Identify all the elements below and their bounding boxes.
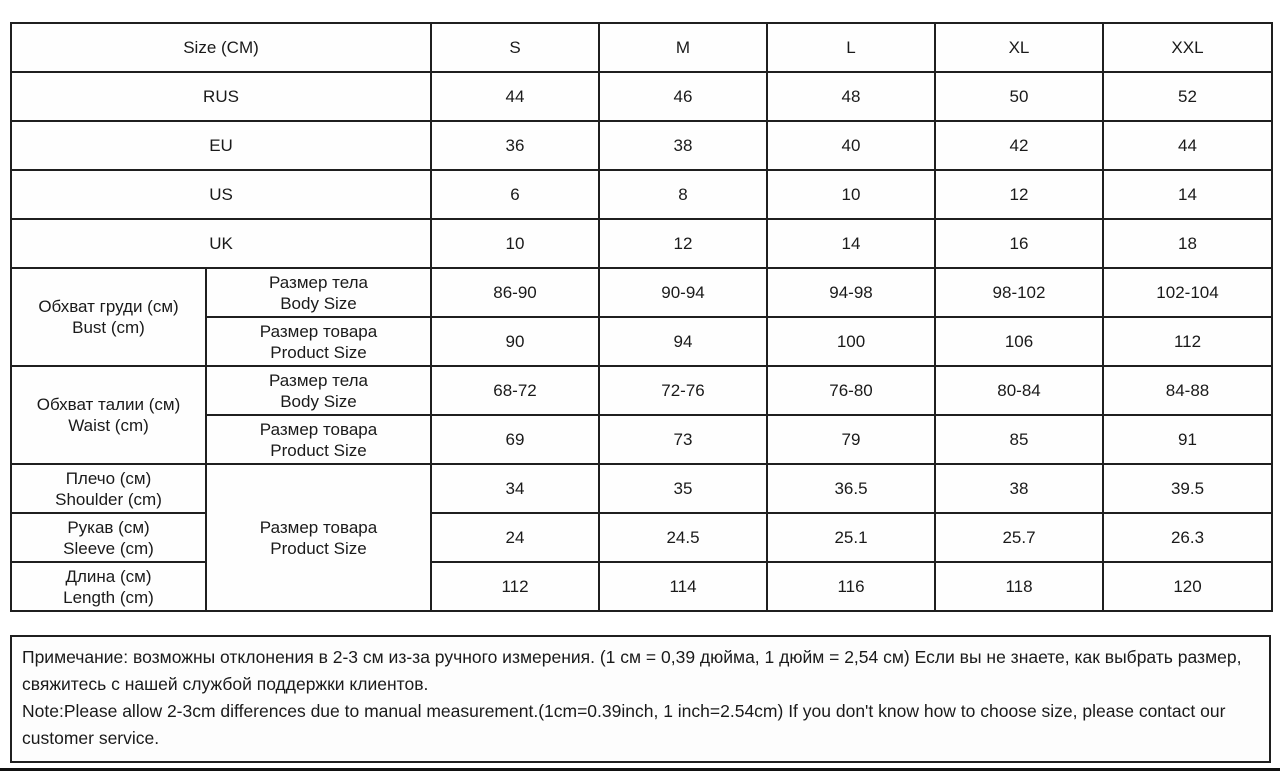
table-cell: 25.1: [766, 512, 936, 563]
table-cell: 10: [766, 169, 936, 220]
table-cell: 35: [598, 463, 768, 514]
table-cell: 80-84: [934, 365, 1104, 416]
table-cell: 42: [934, 120, 1104, 171]
header-size-s: S: [430, 22, 600, 73]
table-cell: 12: [934, 169, 1104, 220]
table-cell: 38: [598, 120, 768, 171]
table-cell: 120: [1102, 561, 1273, 612]
table-row-us: US 6 8 10 12 14: [10, 169, 1273, 220]
table-cell: 24.5: [598, 512, 768, 563]
note-text-russian: Примечание: возможны отклонения в 2-3 см…: [22, 647, 1242, 694]
table-row-bust-product: Размер товара Product Size 90 94 100 106…: [11, 316, 1273, 367]
row-label-sleeve: Рукав (см) Sleeve (cm): [10, 512, 207, 563]
table-cell: 18: [1102, 218, 1273, 269]
row-label-length: Длина (см) Length (cm): [10, 561, 207, 612]
table-cell: 94-98: [766, 267, 936, 318]
table-cell: 52: [1102, 71, 1273, 122]
row-label-eu: EU: [10, 120, 432, 171]
row-label-waist: Обхват талии (см) Waist (cm): [10, 365, 207, 465]
table-cell: 40: [766, 120, 936, 171]
row-label-us: US: [10, 169, 432, 220]
table-cell: 24: [430, 512, 600, 563]
sub-label-body-size: Размер тела Body Size: [205, 365, 432, 416]
table-cell: 79: [766, 414, 936, 465]
table-row-rus: RUS 44 46 48 50 52: [10, 71, 1273, 122]
header-size-l: L: [766, 22, 936, 73]
table-cell: 38: [934, 463, 1104, 514]
table-row-length: Длина (см) Length (cm) 112 114 116 118 1…: [10, 561, 1273, 612]
table-cell: 90: [430, 316, 600, 367]
table-cell: 91: [1102, 414, 1273, 465]
table-cell: 12: [598, 218, 768, 269]
table-row-header: Size (CM) S M L XL XXL: [10, 22, 1273, 73]
table-cell: 102-104: [1102, 267, 1273, 318]
table-cell: 36: [430, 120, 600, 171]
table-cell: 14: [766, 218, 936, 269]
table-cell: 72-76: [598, 365, 768, 416]
header-size-xxl: XXL: [1102, 22, 1273, 73]
header-size-m: M: [598, 22, 768, 73]
table-cell: 112: [430, 561, 600, 612]
table-cell: 90-94: [598, 267, 768, 318]
sub-label-body-size: Размер тела Body Size: [205, 267, 432, 318]
table-cell: 16: [934, 218, 1104, 269]
row-label-uk: UK: [10, 218, 432, 269]
table-row-waist-product: Размер товара Product Size 69 73 79 85 9…: [11, 414, 1273, 465]
row-label-bust: Обхват груди (см) Bust (cm): [10, 267, 207, 367]
table-cell: 44: [430, 71, 600, 122]
table-cell: 84-88: [1102, 365, 1273, 416]
table-cell: 68-72: [430, 365, 600, 416]
table-cell: 86-90: [430, 267, 600, 318]
table-cell: 50: [934, 71, 1104, 122]
table-cell: 116: [766, 561, 936, 612]
table-cell: 8: [598, 169, 768, 220]
sub-label-product-size-merged: Размер товара Product Size: [205, 463, 432, 612]
table-cell: 100: [766, 316, 936, 367]
note-text-english: Note:Please allow 2-3cm differences due …: [22, 701, 1226, 748]
row-label-rus: RUS: [10, 71, 432, 122]
table-cell: 112: [1102, 316, 1273, 367]
table-cell: 36.5: [766, 463, 936, 514]
bottom-divider: [0, 768, 1280, 771]
note-box: Примечание: возможны отклонения в 2-3 см…: [10, 635, 1271, 763]
table-cell: 26.3: [1102, 512, 1273, 563]
table-cell: 69: [430, 414, 600, 465]
table-cell: 14: [1102, 169, 1273, 220]
header-size-xl: XL: [934, 22, 1104, 73]
table-cell: 25.7: [934, 512, 1104, 563]
table-row-bust-body: Обхват груди (см) Bust (cm) Размер тела …: [10, 267, 1273, 367]
table-row-sleeve: Рукав (см) Sleeve (cm) 24 24.5 25.1 25.7…: [10, 512, 1273, 563]
table-cell: 73: [598, 414, 768, 465]
sub-label-product-size: Размер товара Product Size: [205, 414, 432, 465]
table-cell: 106: [934, 316, 1104, 367]
table-cell: 48: [766, 71, 936, 122]
table-cell: 98-102: [934, 267, 1104, 318]
table-cell: 85: [934, 414, 1104, 465]
table-cell: 46: [598, 71, 768, 122]
table-cell: 10: [430, 218, 600, 269]
table-row-shoulder: Плечо (см) Shoulder (cm) Размер товара P…: [10, 463, 1273, 612]
table-row-eu: EU 36 38 40 42 44: [10, 120, 1273, 171]
row-label-shoulder: Плечо (см) Shoulder (cm): [10, 463, 207, 514]
table-cell: 6: [430, 169, 600, 220]
table-cell: 34: [430, 463, 600, 514]
table-cell: 114: [598, 561, 768, 612]
table-cell: 76-80: [766, 365, 936, 416]
table-cell: 118: [934, 561, 1104, 612]
size-chart-table: Size (CM) S M L XL XXL RUS 44 46 48 50 5…: [10, 22, 1273, 612]
table-cell: 39.5: [1102, 463, 1273, 514]
table-row-waist-body: Обхват талии (см) Waist (cm) Размер тела…: [10, 365, 1273, 465]
table-row-uk: UK 10 12 14 16 18: [10, 218, 1273, 269]
table-cell: 44: [1102, 120, 1273, 171]
table-cell: 94: [598, 316, 768, 367]
sub-label-product-size: Размер товара Product Size: [205, 316, 432, 367]
header-size-label: Size (CM): [10, 22, 432, 73]
